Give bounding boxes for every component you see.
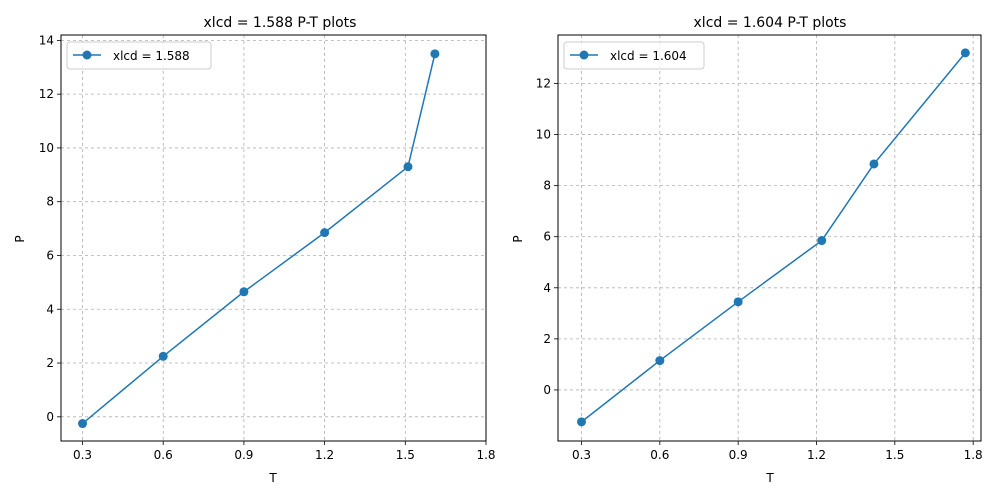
series-group (577, 48, 970, 427)
legend-marker (82, 50, 92, 60)
legend: xlcd = 1.588 (66, 41, 212, 70)
x-tick-label: 1.5 (885, 448, 904, 462)
series-line (581, 52, 966, 423)
legend: xlcd = 1.604 (563, 41, 705, 70)
y-tick-label: 4 (543, 281, 551, 295)
y-tick-label: 2 (543, 332, 551, 346)
chart-title: xlcd = 1.588 P-T plots (204, 15, 357, 31)
x-tick-label: 0.3 (73, 448, 92, 462)
axes-frame (60, 34, 487, 442)
y-tick-label: 14 (39, 33, 54, 47)
data-point (158, 351, 168, 361)
data-point (960, 48, 970, 58)
y-tick-label: 10 (536, 128, 551, 142)
y-tick-label: 4 (46, 302, 54, 316)
y-tick-label: 12 (39, 87, 54, 101)
y-ticks: 0 2 4 6 8 10 12 (536, 77, 558, 397)
legend-box (66, 41, 212, 70)
legend-box (563, 41, 705, 70)
data-point (655, 356, 665, 366)
legend-marker (579, 50, 589, 60)
x-ticks: 0.3 0.6 0.9 1.2 1.5 1.8 (73, 441, 496, 462)
subplot-left: xlcd = 1.588 P-T plots T P 0.3 0.6 0.9 1.2 1… (13, 15, 496, 485)
grid (558, 35, 981, 441)
data-point (78, 419, 88, 429)
x-ticks: 0.3 0.6 0.9 1.2 1.5 1.8 (572, 441, 983, 462)
y-tick-label: 0 (543, 383, 551, 397)
y-tick-label: 8 (46, 195, 54, 209)
x-tick-label: 0.6 (650, 448, 669, 462)
data-point (239, 287, 249, 297)
data-point (869, 159, 879, 169)
subplot-right: xlcd = 1.604 P-T plots T P 0.3 0.6 0.9 1.2 1… (511, 15, 983, 485)
legend-label: xlcd = 1.588 (113, 49, 190, 63)
x-tick-label: 0.9 (234, 448, 253, 462)
series-group (78, 49, 440, 429)
data-point (403, 162, 413, 172)
data-point (733, 297, 743, 307)
series-line (82, 53, 436, 425)
x-tick-label: 1.2 (807, 448, 826, 462)
x-axis-label: T (268, 471, 277, 485)
legend-label: xlcd = 1.604 (610, 49, 687, 63)
x-axis-label: T (765, 471, 774, 485)
x-tick-label: 1.8 (476, 448, 495, 462)
y-tick-label: 8 (543, 179, 551, 193)
y-tick-label: 2 (46, 356, 54, 370)
y-tick-label: 0 (46, 410, 54, 424)
x-tick-label: 0.3 (572, 448, 591, 462)
x-tick-label: 1.8 (964, 448, 983, 462)
x-tick-label: 0.9 (729, 448, 748, 462)
data-point (817, 236, 827, 246)
data-point (577, 417, 586, 427)
x-tick-label: 0.6 (154, 448, 173, 462)
data-point (430, 49, 440, 59)
y-ticks: 0 2 4 6 8 10 12 14 (39, 33, 61, 424)
data-point (320, 228, 330, 238)
axes-frame (557, 34, 982, 442)
x-tick-label: 1.5 (396, 448, 415, 462)
y-tick-label: 12 (536, 77, 551, 91)
y-tick-label: 6 (543, 230, 551, 244)
y-tick-label: 10 (39, 141, 54, 155)
y-axis-label: P (13, 235, 27, 242)
chart-title: xlcd = 1.604 P-T plots (694, 15, 847, 31)
x-tick-label: 1.2 (315, 448, 334, 462)
y-tick-label: 6 (46, 248, 54, 262)
y-axis-label: P (511, 235, 525, 242)
